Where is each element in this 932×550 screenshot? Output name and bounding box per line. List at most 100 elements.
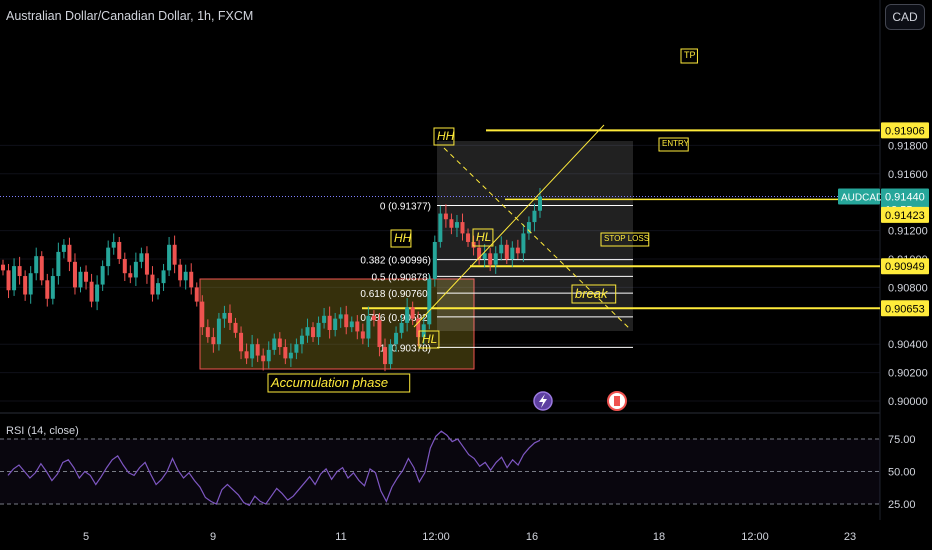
canada-flag-icon[interactable] xyxy=(607,391,627,411)
candle xyxy=(482,253,487,259)
candle xyxy=(349,321,354,328)
currency-button[interactable]: CAD xyxy=(885,4,925,30)
candle xyxy=(106,247,111,267)
fib-retracement: 0 (0.91377) 0.382 (0.90996) 0.5 (0.90878) 0… xyxy=(360,201,633,354)
entry-annotation-frame xyxy=(658,137,689,152)
candle xyxy=(34,256,39,274)
candle xyxy=(161,270,166,284)
stop-loss-annotation: STOP LOSS xyxy=(604,234,649,243)
symbol-tag-bg xyxy=(838,188,880,205)
candle xyxy=(128,273,133,278)
hl-annotation: HL xyxy=(476,230,491,244)
candle xyxy=(410,307,415,319)
hh-small-annotation-frame xyxy=(390,229,412,248)
candle xyxy=(1,264,5,271)
hh-annotation: HH xyxy=(437,129,455,143)
candle xyxy=(526,222,531,234)
price-label-bg xyxy=(881,258,929,275)
candle xyxy=(477,247,482,259)
fib-label: 1 (0.90378) xyxy=(380,343,431,354)
candle xyxy=(28,273,33,295)
candle xyxy=(23,276,28,295)
candle xyxy=(205,327,210,338)
candle xyxy=(194,287,199,302)
candle xyxy=(405,307,410,323)
candle xyxy=(111,241,116,248)
candle xyxy=(156,283,161,295)
fib-label: 0.382 (0.90996) xyxy=(360,256,431,267)
time-tick: 11 xyxy=(335,531,346,543)
candle xyxy=(244,351,249,359)
candle xyxy=(72,261,77,288)
candle xyxy=(366,315,371,339)
candle xyxy=(50,276,55,299)
rsi-line xyxy=(7,430,541,507)
candle xyxy=(299,335,304,345)
candle xyxy=(100,266,105,285)
candle xyxy=(416,318,421,338)
stop-loss-annotation-frame xyxy=(600,232,650,247)
candle xyxy=(515,247,520,254)
key-levels xyxy=(0,129,880,310)
candle xyxy=(499,244,504,254)
time-tick: 5 xyxy=(83,531,89,543)
price-tick: 0.91600 xyxy=(888,169,928,181)
candle xyxy=(493,253,498,265)
candle xyxy=(117,241,122,259)
candle xyxy=(322,315,327,323)
candle xyxy=(200,301,205,328)
time-tick: 16 xyxy=(526,531,538,543)
candle xyxy=(61,244,66,252)
candle xyxy=(277,338,282,348)
candle xyxy=(227,312,232,323)
candle xyxy=(449,219,454,228)
rsi-level-label: 25.00 xyxy=(888,499,916,511)
candles xyxy=(1,188,542,372)
price-label: 0.91906 xyxy=(885,125,925,137)
candle xyxy=(84,271,89,282)
candle xyxy=(233,322,238,333)
candle xyxy=(95,284,100,302)
candle xyxy=(288,352,293,359)
candle xyxy=(17,266,22,277)
time-tick: 23 xyxy=(844,531,856,543)
candle xyxy=(327,315,332,330)
candle xyxy=(333,318,338,330)
candle xyxy=(338,314,343,319)
rsi-level-label: 50.00 xyxy=(888,467,916,479)
candle xyxy=(189,271,194,288)
price-tick: 0.90000 xyxy=(888,396,928,408)
candle xyxy=(360,331,365,339)
candle xyxy=(39,256,44,281)
candle xyxy=(178,264,183,281)
candle xyxy=(67,244,72,262)
rsi-band xyxy=(0,439,880,504)
price-label: 0.90949 xyxy=(885,261,925,273)
annotations: TP ENTRY STOP LOSS HH HL HH HL break Accumulatio… xyxy=(267,48,698,393)
candle xyxy=(316,322,321,338)
candle xyxy=(172,244,177,265)
candle xyxy=(211,337,216,345)
candle xyxy=(255,344,260,356)
candle xyxy=(538,196,542,211)
hl-low-annotation: HL xyxy=(422,332,437,346)
price-label: 0.90653 xyxy=(885,303,925,315)
candle xyxy=(510,247,515,259)
price-tick: 0.90400 xyxy=(888,339,928,351)
candle xyxy=(532,210,537,223)
candle xyxy=(266,349,271,362)
lightning-icon[interactable] xyxy=(533,391,553,411)
candle xyxy=(432,241,437,279)
candle xyxy=(471,241,476,248)
trend-line xyxy=(413,124,605,328)
candle xyxy=(355,321,360,332)
price-axis: 0.918000.916000.912000.910000.908000.904… xyxy=(838,122,929,408)
candle xyxy=(183,271,188,281)
rsi-level-label: 75.00 xyxy=(888,434,916,446)
price-tick: 0.90200 xyxy=(888,368,928,380)
candle xyxy=(466,233,471,242)
price-tick: 0.91800 xyxy=(888,140,928,152)
break-line xyxy=(443,147,632,331)
hh-small-annotation: HH xyxy=(394,231,412,245)
candle xyxy=(460,222,465,234)
